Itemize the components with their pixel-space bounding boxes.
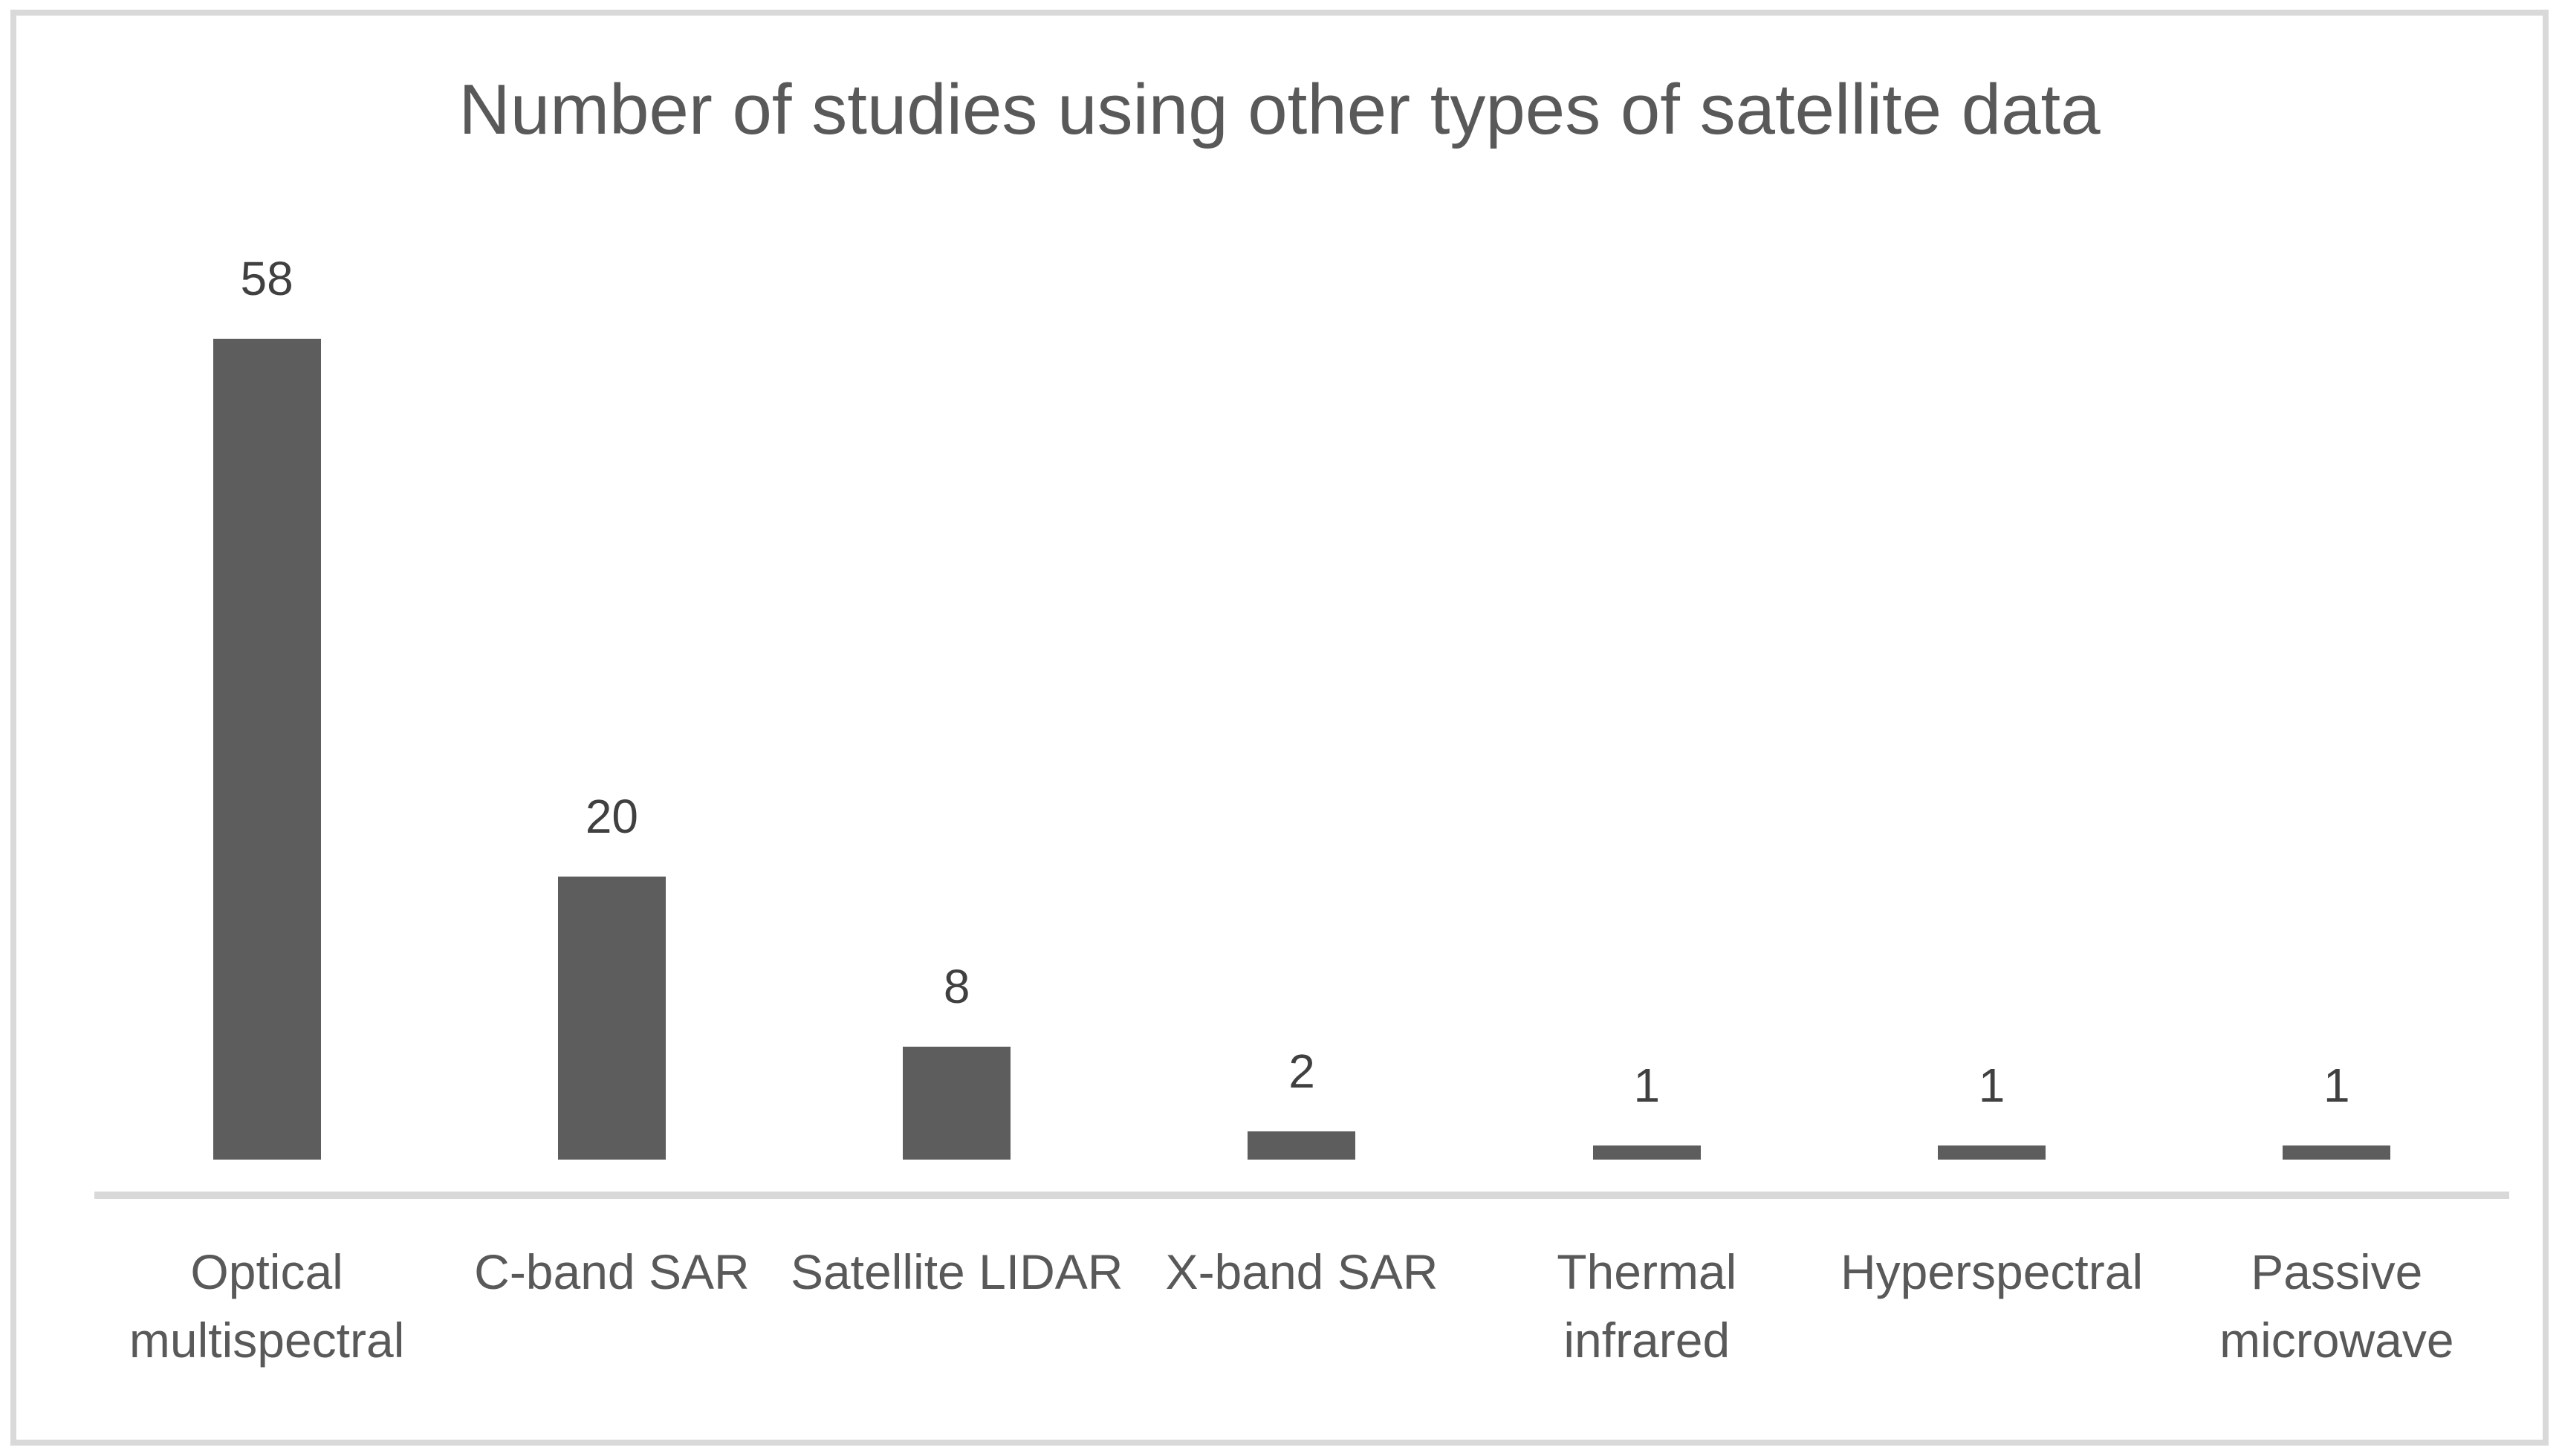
bar — [1938, 1145, 2046, 1160]
bar-value-label: 1 — [2323, 1058, 2350, 1112]
bar-group: 1 — [1819, 207, 2164, 1160]
bar-value-label: 2 — [1288, 1044, 1315, 1098]
plot-area: 58 20 8 2 1 1 1 — [94, 207, 2509, 1160]
bar — [903, 1047, 1011, 1160]
bar-value-label: 58 — [240, 251, 293, 305]
chart-frame: Number of studies using other types of s… — [10, 10, 2549, 1446]
category-label: Hyperspectral — [1840, 1244, 2144, 1299]
bar — [213, 339, 321, 1160]
bar-group: 20 — [439, 207, 784, 1160]
category-label: X-band SAR — [1165, 1244, 1439, 1299]
bar-group: 1 — [2164, 207, 2509, 1160]
bar-value-label: 8 — [943, 959, 970, 1013]
bar-group: 2 — [1129, 207, 1474, 1160]
bar — [2283, 1145, 2391, 1160]
bar — [557, 877, 666, 1160]
category-label: Satellite LIDAR — [790, 1244, 1123, 1299]
bar — [1248, 1131, 1356, 1160]
category-axis: Optical multispectral C-band SAR Satellite… — [94, 1238, 2509, 1374]
bar — [1592, 1145, 1701, 1160]
chart-title: Number of studies using other types of s… — [458, 70, 2101, 149]
x-axis-line — [94, 1192, 2509, 1199]
category-label: Passive microwave — [2219, 1244, 2454, 1368]
category-label: Optical multispectral — [129, 1244, 405, 1368]
bar-group: 1 — [1474, 207, 1819, 1160]
category-label: Thermal infrared — [1557, 1244, 1737, 1368]
bar-value-label: 1 — [1978, 1058, 2005, 1112]
bar-value-label: 20 — [585, 789, 639, 843]
bar-group: 8 — [785, 207, 1129, 1160]
bar-value-label: 1 — [1633, 1058, 1661, 1112]
category-label: C-band SAR — [474, 1244, 750, 1299]
bar-group: 58 — [94, 207, 439, 1160]
